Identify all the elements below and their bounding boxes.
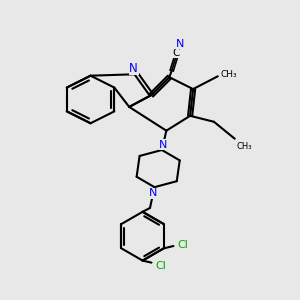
Text: CH₃: CH₃ <box>236 142 252 151</box>
Text: C: C <box>172 47 179 58</box>
Text: Cl: Cl <box>155 261 166 271</box>
Text: N: N <box>129 62 138 75</box>
Text: N: N <box>159 140 168 150</box>
Text: N: N <box>176 39 184 49</box>
Text: CH₃: CH₃ <box>220 70 237 79</box>
Text: Cl: Cl <box>177 239 188 250</box>
Text: N: N <box>149 188 157 198</box>
